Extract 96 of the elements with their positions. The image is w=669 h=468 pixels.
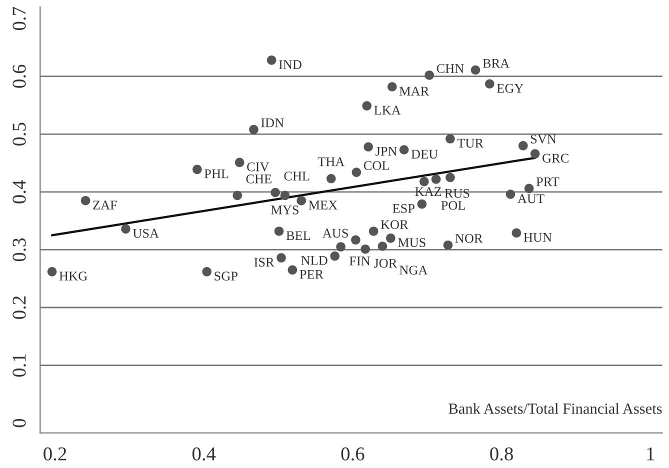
annotation: CIV bbox=[247, 162, 270, 172]
point bbox=[232, 190, 242, 200]
point bbox=[360, 244, 370, 254]
annotation: BRA bbox=[482, 58, 510, 68]
y-tick-label: 0.3 bbox=[12, 238, 26, 262]
point bbox=[249, 124, 258, 134]
point bbox=[443, 240, 453, 250]
point bbox=[424, 70, 434, 80]
point bbox=[524, 184, 534, 194]
point bbox=[270, 188, 280, 198]
annotation: IDN bbox=[261, 118, 284, 128]
annotation: USA bbox=[132, 228, 159, 238]
annotation: POL bbox=[441, 200, 465, 210]
point bbox=[274, 226, 284, 236]
annotation: SGP bbox=[214, 272, 238, 281]
point bbox=[420, 176, 429, 186]
point bbox=[368, 226, 378, 236]
annotation: JPN bbox=[376, 146, 397, 156]
annotation: NLD bbox=[301, 256, 328, 265]
annotation: CHE bbox=[246, 174, 272, 184]
point bbox=[446, 172, 455, 182]
y-tick-label: 0 bbox=[12, 418, 26, 428]
point bbox=[234, 158, 244, 168]
point bbox=[364, 142, 373, 152]
annotation: SVN bbox=[530, 134, 556, 144]
point bbox=[336, 242, 346, 252]
y-tick-label: 0.1 bbox=[12, 354, 26, 377]
annotation: PHL bbox=[204, 169, 228, 178]
annotation: KOR bbox=[380, 220, 408, 229]
point bbox=[276, 253, 286, 262]
annotation: DEU bbox=[411, 150, 438, 159]
point bbox=[288, 265, 298, 275]
point bbox=[388, 82, 397, 92]
point bbox=[47, 267, 57, 276]
y-tick-label: 0.6 bbox=[12, 64, 26, 88]
y-tick-label: 0.7 bbox=[12, 6, 26, 30]
point bbox=[518, 141, 528, 150]
x-tick-label: 1 bbox=[647, 447, 654, 460]
point bbox=[417, 199, 427, 209]
point bbox=[202, 267, 212, 276]
annotation: LKA bbox=[374, 106, 401, 115]
annotation: PRT bbox=[536, 177, 560, 186]
annotation: AUT bbox=[518, 194, 544, 204]
point bbox=[399, 145, 409, 154]
annotation: GRC bbox=[542, 154, 568, 163]
point bbox=[470, 65, 480, 75]
point bbox=[378, 242, 388, 251]
annotation: IND bbox=[279, 60, 302, 69]
point bbox=[431, 174, 441, 184]
point bbox=[280, 190, 290, 200]
annotation: JOR bbox=[374, 258, 398, 268]
annotation: CHL bbox=[284, 172, 310, 181]
y-tick-label: 0.2 bbox=[12, 296, 26, 319]
annotation: HKG bbox=[59, 272, 88, 281]
annotation: NGA bbox=[400, 266, 428, 275]
x-tick-label: 0.2 bbox=[44, 447, 66, 461]
x-tick-label: 0.8 bbox=[490, 447, 513, 461]
annotation: NOR bbox=[455, 234, 483, 243]
point bbox=[362, 101, 372, 110]
point bbox=[330, 251, 340, 261]
annotation: THA bbox=[318, 157, 345, 166]
annotation: MAR bbox=[399, 86, 430, 96]
annotation: MUS bbox=[398, 238, 426, 248]
point bbox=[512, 228, 522, 238]
point bbox=[446, 134, 455, 144]
annotation: ESP bbox=[392, 204, 414, 213]
point bbox=[386, 234, 396, 243]
x-axis-title: Bank Assets/Total Financial Assets bbox=[448, 403, 662, 414]
x-tick-label: 0.4 bbox=[192, 447, 216, 461]
annotation: ZAF bbox=[93, 200, 117, 210]
annotation: MEX bbox=[308, 200, 338, 210]
annotation: COL bbox=[364, 161, 389, 170]
point bbox=[352, 168, 362, 177]
annotation: PER bbox=[300, 270, 324, 279]
annotation: AUS bbox=[322, 228, 348, 238]
annotation: HUN bbox=[524, 233, 552, 242]
annotation: MYS bbox=[271, 206, 298, 214]
annotation: BEL bbox=[286, 231, 310, 240]
y-tick-label: 0.5 bbox=[12, 122, 26, 146]
point bbox=[266, 56, 276, 65]
point bbox=[530, 149, 540, 158]
annotation: CHN bbox=[436, 64, 464, 73]
point bbox=[484, 79, 494, 89]
y-tick-label: 0.4 bbox=[12, 180, 26, 204]
annotation: EGY bbox=[496, 84, 524, 93]
point bbox=[351, 235, 360, 245]
point bbox=[326, 174, 336, 184]
annotation: ISR bbox=[254, 258, 274, 267]
point bbox=[192, 164, 202, 174]
x-tick-label: 0.6 bbox=[341, 447, 364, 461]
point bbox=[296, 196, 306, 206]
point bbox=[121, 224, 130, 234]
point bbox=[506, 190, 516, 199]
point bbox=[80, 196, 90, 206]
annotation: FIN bbox=[350, 256, 370, 266]
annotation: TUR bbox=[457, 138, 484, 148]
